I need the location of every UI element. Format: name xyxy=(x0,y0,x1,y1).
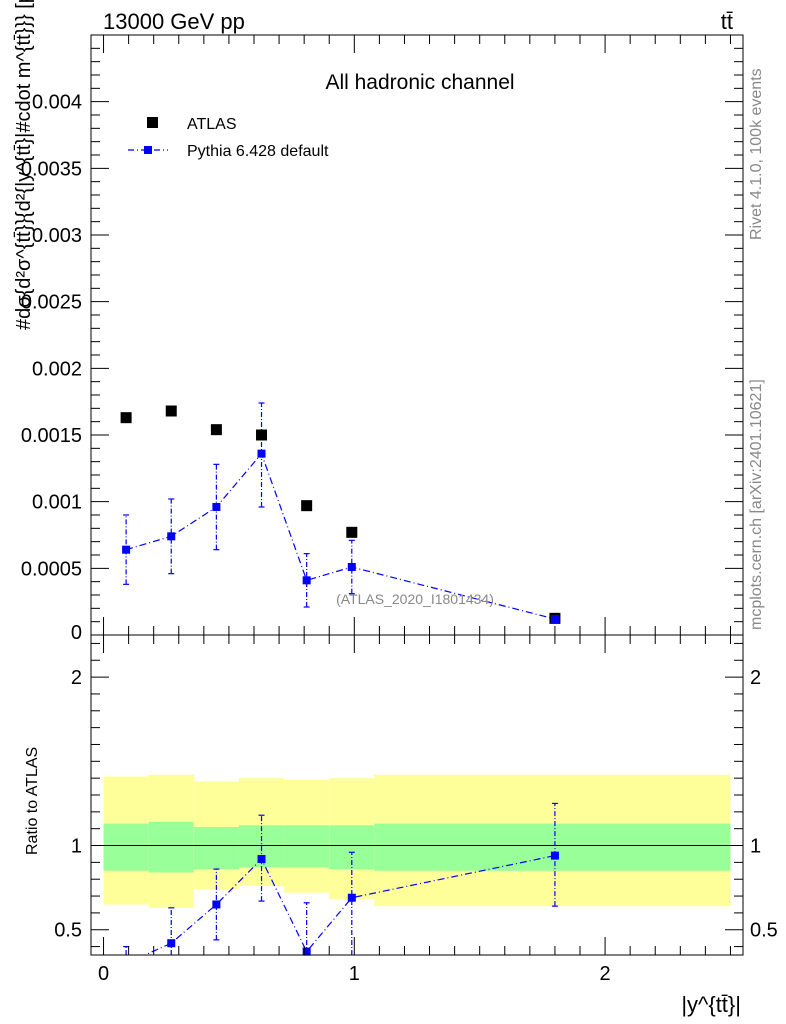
ratio-y-tick-label-right: 1 xyxy=(750,836,761,858)
pythia-data-point xyxy=(257,449,266,458)
ratio-data-point xyxy=(167,939,176,948)
main-y-tick-label: 0.0035 xyxy=(21,158,82,180)
mcplots-site-label: mcplots.cern.ch [arXiv:2401.10621] xyxy=(748,379,765,630)
atlas-data-point xyxy=(210,424,222,436)
ratio-data-point xyxy=(347,893,356,902)
pythia-data-point xyxy=(302,576,311,585)
pythia-data-point xyxy=(212,503,221,511)
legend-pythia-label: Pythia 6.428 default xyxy=(187,143,329,160)
process-label: tt̄ xyxy=(721,9,733,34)
uncertainty-band-inner xyxy=(374,823,731,871)
ratio-y-tick-label-left: 0.5 xyxy=(54,920,82,942)
main-y-tick-label: 0.0025 xyxy=(21,292,82,314)
pythia-data-point xyxy=(550,615,559,623)
main-marks-layer xyxy=(120,402,561,624)
main-y-tick-label: 0.003 xyxy=(32,225,82,247)
main-y-tick-label: 0.001 xyxy=(32,492,82,514)
ratio-y-tick-label-right: 0.5 xyxy=(750,920,778,942)
atlas-data-point xyxy=(346,526,358,538)
ratio-data-point xyxy=(302,947,311,956)
uncertainty-band-inner xyxy=(103,823,149,871)
ratio-data-point xyxy=(212,900,221,909)
uncertainty-band-inner xyxy=(148,821,194,873)
atlas-data-point xyxy=(301,500,313,512)
pythia-data-point xyxy=(167,532,176,541)
main-y-tick-label: 0 xyxy=(71,622,82,644)
main-y-tick-label: 0.004 xyxy=(32,92,82,114)
ratio-y-axis-label: Ratio to ATLAS xyxy=(24,747,41,855)
ratio-y-tick-label-left: 2 xyxy=(71,667,82,689)
uncertainty-band-inner xyxy=(284,825,330,868)
legend-atlas-marker xyxy=(147,117,158,128)
energy-label: 13000 GeV pp xyxy=(103,9,245,34)
atlas-data-point xyxy=(165,405,177,417)
ratio-data-point xyxy=(550,851,559,860)
analysis-label: (ATLAS_2020_I1801434) xyxy=(336,591,494,607)
main-y-axis-label: #dσ{d²σ^{tt̄}}{d²{|y^{tt̄}|#cdot m^{tt̄}… xyxy=(13,0,35,330)
pythia-data-point xyxy=(347,563,356,571)
main-axes-layer: 0.0005 0.001 0.0015 0.002 0.0025 0.003 0.0035 0… xyxy=(21,35,743,644)
main-y-tick-label: 0.002 xyxy=(32,358,82,380)
uncertainty-band-inner xyxy=(193,827,239,870)
main-y-tick-label: 0.0005 xyxy=(21,558,82,580)
atlas-data-point xyxy=(256,429,268,441)
x-axis-label: |y^{tt̄}| xyxy=(681,992,741,1017)
ratio-marks-layer xyxy=(91,774,743,956)
atlas-data-point xyxy=(120,412,132,424)
x-tick-label: 0 xyxy=(98,963,109,985)
main-title: All hadronic channel xyxy=(325,71,514,94)
ratio-plot-panel: 0.5 0.5 1 1 2 2 0 1 2 Ratio to ATLAS |y^{tt̄}| xyxy=(24,634,778,1017)
x-tick-label: 2 xyxy=(600,963,611,985)
legend-atlas-label: ATLAS xyxy=(187,116,237,133)
rivet-version-label: Rivet 4.1.0, 100k events xyxy=(748,68,765,240)
ratio-axes-layer: 0.5 0.5 1 1 2 2 0 1 2 xyxy=(54,635,778,985)
legend-pythia-marker xyxy=(144,146,152,154)
ratio-y-tick-label-left: 1 xyxy=(71,836,82,858)
legend: ATLAS Pythia 6.428 default xyxy=(128,116,329,160)
ratio-y-tick-label-right: 2 xyxy=(750,667,761,689)
x-tick-label: 1 xyxy=(349,963,360,985)
ratio-data-point xyxy=(257,855,266,863)
main-y-tick-label: 0.0015 xyxy=(21,425,82,447)
main-plot-panel: 0.0005 0.001 0.0015 0.002 0.0025 0.003 0.0035 0… xyxy=(13,0,744,644)
pythia-data-point xyxy=(122,545,131,554)
